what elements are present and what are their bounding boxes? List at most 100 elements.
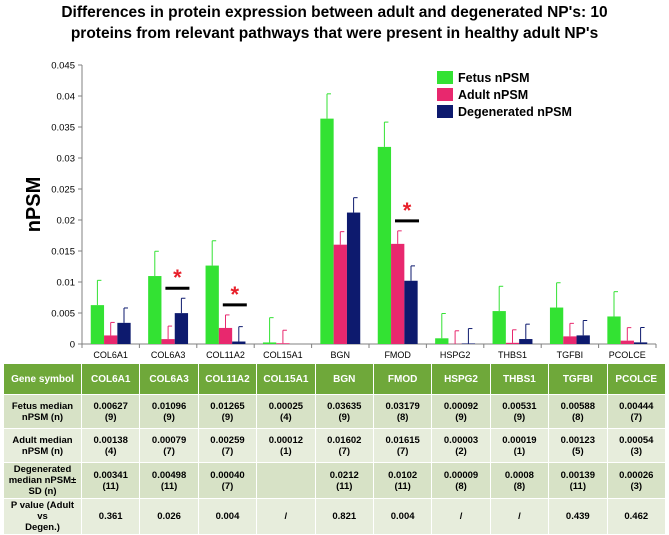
bar [550, 308, 563, 344]
table-cell: 0.01602(7) [315, 429, 373, 463]
table-header-cell: PCOLCE [607, 364, 665, 395]
bar [148, 276, 161, 344]
x-tick-label: COL15A1 [263, 350, 303, 360]
bar [391, 244, 404, 344]
bar-chart: 00.0050.010.0150.020.0250.030.0350.040.0… [0, 0, 669, 362]
table-cell: 0.00092(9) [432, 395, 490, 429]
legend-swatch [437, 71, 453, 84]
bar [621, 341, 634, 344]
table-cell: 0.361 [82, 499, 140, 535]
significance-star: * [231, 282, 240, 307]
table-cell: 0.00259(7) [198, 429, 256, 463]
table-cell: 0.00026(3) [607, 463, 665, 499]
bar [563, 336, 576, 344]
bar [506, 343, 519, 344]
table-header-gene-symbol: Gene symbol [4, 364, 82, 395]
legend-label: Fetus nPSM [458, 71, 530, 85]
y-tick-label: 0.025 [51, 185, 75, 196]
table-cell: 0.439 [549, 499, 607, 535]
table-header-cell: TGFBI [549, 364, 607, 395]
x-tick-label: THBS1 [498, 350, 527, 360]
table-header-cell: COL6A1 [82, 364, 140, 395]
table-cell: 0.026 [140, 499, 198, 535]
table-cell: 0.00079(7) [140, 429, 198, 463]
x-tick-label: PCOLCE [609, 350, 646, 360]
bar [263, 342, 276, 344]
table-cell: 0.00040(7) [198, 463, 256, 499]
y-tick-label: 0.035 [51, 123, 75, 134]
table-cell: 0.01096(9) [140, 395, 198, 429]
y-tick-label: 0.04 [57, 92, 76, 103]
y-tick-label: 0 [70, 340, 75, 351]
table-cell: 0.00009(8) [432, 463, 490, 499]
table-cell: 0.004 [373, 499, 431, 535]
legend-label: Adult nPSM [458, 88, 528, 102]
table-header-cell: HSPG2 [432, 364, 490, 395]
x-tick-label: COL11A2 [206, 350, 245, 360]
bar [378, 147, 391, 344]
bar [91, 305, 104, 344]
x-tick-label: TGFBI [557, 350, 584, 360]
table-cell: 0.00627(9) [82, 395, 140, 429]
significance-star: * [403, 198, 412, 223]
bar [634, 342, 647, 344]
table-header-cell: COL15A1 [257, 364, 315, 395]
y-tick-label: 0.045 [51, 61, 75, 72]
table-cell: 0.0102(11) [373, 463, 431, 499]
bar [206, 266, 219, 344]
bar [493, 311, 506, 344]
y-tick-label: 0.03 [57, 154, 76, 165]
x-tick-label: COL6A3 [151, 350, 186, 360]
table-cell: 0.821 [315, 499, 373, 535]
bar [462, 343, 475, 344]
table-cell: 0.03635(9) [315, 395, 373, 429]
table-cell: 0.01265(9) [198, 395, 256, 429]
y-axis-label: nPSM [23, 177, 45, 233]
table-cell: / [432, 499, 490, 535]
bar [276, 343, 289, 344]
bar [117, 323, 130, 344]
table-header-cell: BGN [315, 364, 373, 395]
table-cell: 0.00139(11) [549, 463, 607, 499]
x-tick-label: FMOD [384, 350, 411, 360]
x-tick-label: COL6A1 [93, 350, 128, 360]
table-cell: 0.00498(11) [140, 463, 198, 499]
y-tick-label: 0.005 [51, 309, 75, 320]
bar [219, 328, 232, 344]
table-cell: / [257, 499, 315, 535]
bar [519, 339, 532, 344]
table-cell: 0.00531(9) [490, 395, 548, 429]
table-cell: 0.00341(11) [82, 463, 140, 499]
table-cell: 0.004 [198, 499, 256, 535]
table-header-cell: FMOD [373, 364, 431, 395]
bar [161, 339, 174, 344]
bar [175, 313, 188, 344]
table-cell: 0.00025(4) [257, 395, 315, 429]
table-cell: 0.00019(1) [490, 429, 548, 463]
table-header-cell: THBS1 [490, 364, 548, 395]
table-cell: 0.01615(7) [373, 429, 431, 463]
bar [577, 335, 590, 344]
table-cell: 0.00054(3) [607, 429, 665, 463]
legend-swatch [437, 105, 453, 118]
y-tick-label: 0.015 [51, 247, 75, 258]
bar [404, 281, 417, 344]
table-cell: 0.462 [607, 499, 665, 535]
bar [347, 213, 360, 344]
y-tick-label: 0.02 [57, 216, 76, 227]
legend-label: Degenerated nPSM [458, 105, 572, 119]
x-tick-label: HSPG2 [440, 350, 471, 360]
bar [334, 245, 347, 344]
